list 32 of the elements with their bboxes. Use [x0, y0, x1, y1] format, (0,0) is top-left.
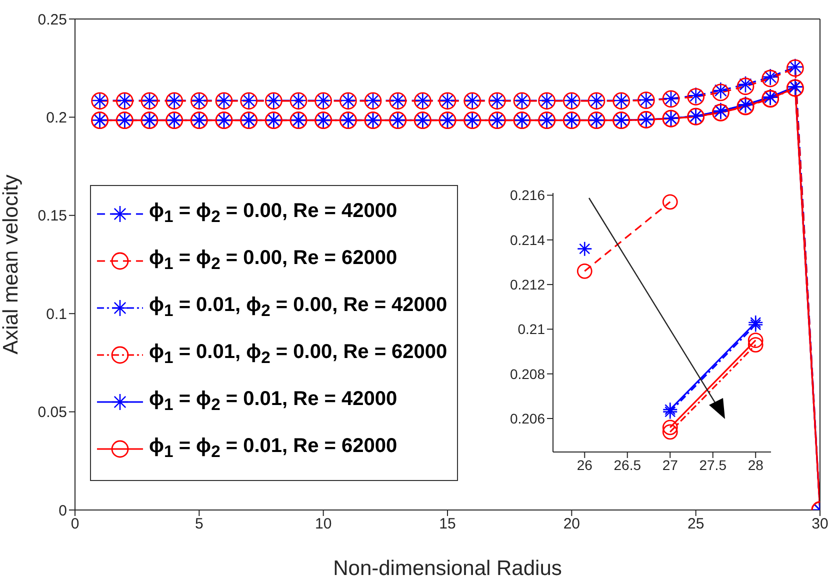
y-tick-label: 0.214 — [510, 232, 546, 248]
x-tick-label: 10 — [314, 516, 332, 533]
y-tick-label: 0.212 — [510, 276, 546, 293]
legend-label: ϕ$_{1}$ = 0.01, ϕ$_{2}$ = 0.00, Re = 42000 — [149, 294, 448, 321]
x-tick-label: 5 — [194, 516, 204, 533]
x-tick-label: 28 — [748, 456, 764, 473]
x-tick-label: 25 — [687, 516, 704, 533]
x-tick-label: 26.5 — [614, 456, 642, 473]
x-tick-label: 27.5 — [699, 456, 727, 473]
x-tick-label: 15 — [439, 516, 456, 533]
legend-label: ϕ$_{1}$ = ϕ$_{2}$ = 0.01, Re = 62000 — [149, 435, 398, 462]
legend-label: ϕ$_{1}$ = ϕ$_{2}$ = 0.01, Re = 42000 — [149, 388, 398, 415]
legend-label: ϕ$_{1}$ = ϕ$_{2}$ = 0.00, Re = 62000 — [149, 247, 398, 274]
x-tick-label: 30 — [812, 516, 828, 533]
y-tick-label: 0.25 — [38, 11, 67, 28]
y-tick-label: 0.206 — [510, 410, 546, 426]
x-tick-label: 27 — [662, 456, 678, 473]
y-tick-label: 0.21 — [518, 321, 546, 338]
y-tick-label: 0.216 — [510, 187, 546, 204]
y-tick-label: 0.208 — [510, 366, 546, 382]
x-tick-label: 26 — [576, 456, 593, 473]
legend-label: ϕ$_{1}$ = 0.01, ϕ$_{2}$ = 0.00, Re = 62000 — [149, 341, 448, 368]
y-axis-title: Axial mean velocity — [0, 174, 22, 354]
x-tick-label: 0 — [70, 516, 80, 533]
legend-label: ϕ$_{1}$ = ϕ$_{2}$ = 0.00, Re = 42000 — [149, 200, 398, 227]
y-tick-label: 0.2 — [46, 110, 67, 127]
y-tick-label: 0.05 — [38, 404, 67, 422]
x-tick-label: 20 — [563, 516, 580, 533]
x-axis-title: Non-dimensional Radius — [333, 557, 562, 577]
y-tick-label: 0.1 — [46, 306, 67, 323]
y-tick-label: 0.15 — [38, 208, 67, 225]
y-tick-label: 0 — [58, 502, 67, 520]
